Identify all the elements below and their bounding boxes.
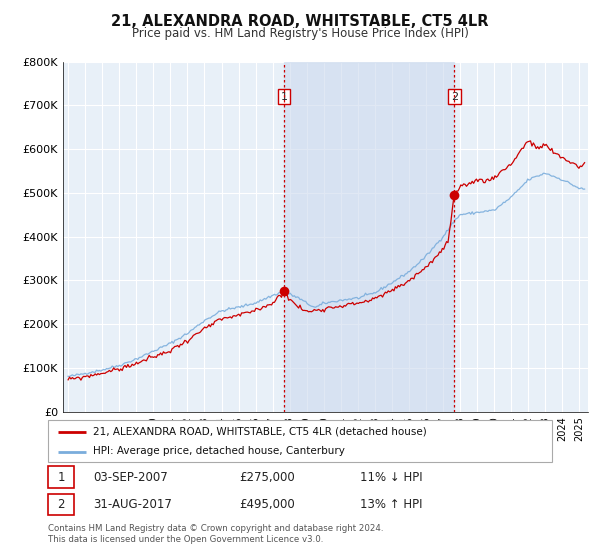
Text: 2: 2 — [58, 498, 65, 511]
FancyBboxPatch shape — [48, 466, 74, 488]
Bar — [284, 62, 454, 412]
Text: 13% ↑ HPI: 13% ↑ HPI — [361, 498, 423, 511]
Text: Contains HM Land Registry data © Crown copyright and database right 2024.
This d: Contains HM Land Registry data © Crown c… — [48, 524, 383, 544]
Text: 03-SEP-2007: 03-SEP-2007 — [94, 470, 168, 483]
Text: £495,000: £495,000 — [239, 498, 295, 511]
Text: 2: 2 — [451, 92, 458, 101]
Text: 21, ALEXANDRA ROAD, WHITSTABLE, CT5 4LR: 21, ALEXANDRA ROAD, WHITSTABLE, CT5 4LR — [111, 14, 489, 29]
Text: £275,000: £275,000 — [239, 470, 295, 483]
Text: 21, ALEXANDRA ROAD, WHITSTABLE, CT5 4LR (detached house): 21, ALEXANDRA ROAD, WHITSTABLE, CT5 4LR … — [94, 427, 427, 437]
Text: 1: 1 — [281, 92, 287, 101]
Text: Price paid vs. HM Land Registry's House Price Index (HPI): Price paid vs. HM Land Registry's House … — [131, 27, 469, 40]
Text: 1: 1 — [58, 470, 65, 483]
Text: 11% ↓ HPI: 11% ↓ HPI — [361, 470, 423, 483]
Text: 31-AUG-2017: 31-AUG-2017 — [94, 498, 172, 511]
FancyBboxPatch shape — [48, 494, 74, 515]
Text: HPI: Average price, detached house, Canterbury: HPI: Average price, detached house, Cant… — [94, 446, 345, 456]
